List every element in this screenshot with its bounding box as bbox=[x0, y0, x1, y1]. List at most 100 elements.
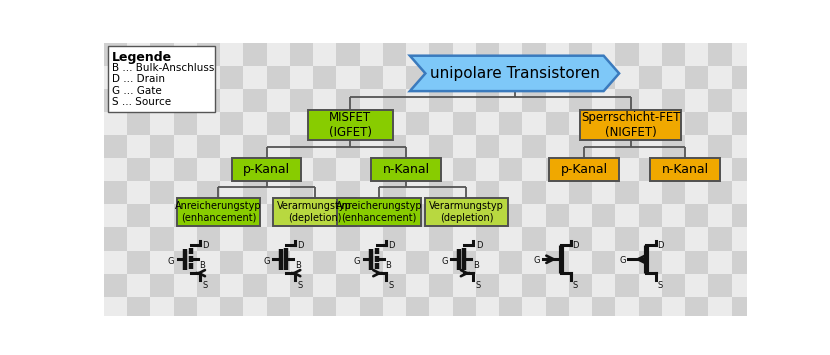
Text: D: D bbox=[297, 241, 304, 250]
Bar bbox=[569, 135, 592, 158]
Text: n-Kanal: n-Kanal bbox=[662, 163, 709, 176]
Bar bbox=[452, 135, 476, 158]
Bar bbox=[150, 158, 173, 181]
Bar bbox=[266, 204, 290, 228]
Bar bbox=[197, 66, 220, 89]
Bar bbox=[452, 297, 476, 320]
Bar bbox=[650, 158, 720, 181]
Bar bbox=[731, 228, 754, 251]
Bar bbox=[336, 297, 359, 320]
Bar bbox=[273, 198, 356, 226]
Bar bbox=[336, 204, 359, 228]
Bar bbox=[731, 274, 754, 297]
Bar bbox=[522, 297, 545, 320]
Bar bbox=[522, 89, 545, 112]
Bar bbox=[708, 112, 731, 135]
Bar bbox=[662, 204, 685, 228]
Bar bbox=[452, 228, 476, 251]
Bar bbox=[429, 158, 452, 181]
Bar bbox=[452, 112, 476, 135]
Bar bbox=[476, 112, 499, 135]
Bar bbox=[429, 135, 452, 158]
Bar bbox=[452, 251, 476, 274]
Text: S: S bbox=[297, 281, 303, 290]
Bar bbox=[336, 251, 359, 274]
Bar bbox=[127, 66, 150, 89]
Bar bbox=[569, 158, 592, 181]
Bar bbox=[336, 43, 359, 66]
Bar bbox=[545, 274, 569, 297]
Bar bbox=[173, 135, 197, 158]
Text: Legende: Legende bbox=[111, 51, 172, 64]
Bar bbox=[173, 181, 197, 204]
Bar bbox=[638, 274, 662, 297]
Bar bbox=[197, 181, 220, 204]
Bar bbox=[592, 297, 615, 320]
Bar bbox=[359, 89, 383, 112]
Bar bbox=[708, 204, 731, 228]
Bar bbox=[662, 181, 685, 204]
Bar bbox=[290, 112, 313, 135]
Bar bbox=[220, 251, 243, 274]
Bar bbox=[266, 251, 290, 274]
Bar bbox=[197, 43, 220, 66]
Bar bbox=[638, 89, 662, 112]
Text: D: D bbox=[476, 241, 482, 250]
Bar bbox=[383, 135, 406, 158]
Bar bbox=[569, 43, 592, 66]
Bar bbox=[662, 43, 685, 66]
Bar bbox=[685, 228, 708, 251]
Bar bbox=[615, 158, 638, 181]
Bar bbox=[336, 181, 359, 204]
Bar bbox=[615, 112, 638, 135]
Bar bbox=[522, 181, 545, 204]
Bar bbox=[425, 198, 508, 226]
Bar bbox=[127, 251, 150, 274]
Bar bbox=[127, 181, 150, 204]
Bar bbox=[452, 66, 476, 89]
Bar bbox=[127, 228, 150, 251]
Bar bbox=[545, 158, 569, 181]
Bar bbox=[290, 43, 313, 66]
Bar bbox=[499, 181, 522, 204]
Bar bbox=[499, 158, 522, 181]
Bar bbox=[406, 228, 429, 251]
Bar bbox=[243, 89, 266, 112]
Bar bbox=[685, 135, 708, 158]
Bar bbox=[429, 228, 452, 251]
Bar bbox=[127, 297, 150, 320]
Bar bbox=[731, 297, 754, 320]
Text: G: G bbox=[263, 257, 270, 266]
Bar bbox=[592, 66, 615, 89]
Bar bbox=[429, 297, 452, 320]
Bar bbox=[452, 204, 476, 228]
Bar bbox=[569, 251, 592, 274]
Text: D: D bbox=[203, 241, 208, 250]
Bar bbox=[545, 297, 569, 320]
Bar bbox=[313, 66, 336, 89]
Bar bbox=[592, 43, 615, 66]
Bar bbox=[685, 204, 708, 228]
Bar bbox=[499, 251, 522, 274]
Bar bbox=[313, 158, 336, 181]
Bar bbox=[476, 228, 499, 251]
Text: D: D bbox=[388, 241, 395, 250]
Bar bbox=[731, 89, 754, 112]
Text: D: D bbox=[572, 241, 579, 250]
Bar bbox=[685, 181, 708, 204]
Bar bbox=[499, 43, 522, 66]
Bar bbox=[685, 112, 708, 135]
Bar bbox=[476, 89, 499, 112]
Bar bbox=[545, 66, 569, 89]
Text: S: S bbox=[572, 281, 578, 290]
Text: B: B bbox=[473, 261, 479, 270]
Bar bbox=[266, 112, 290, 135]
Bar bbox=[522, 158, 545, 181]
Bar bbox=[173, 228, 197, 251]
Bar bbox=[127, 112, 150, 135]
Bar bbox=[150, 181, 173, 204]
Bar bbox=[569, 89, 592, 112]
Bar bbox=[545, 112, 569, 135]
Bar bbox=[731, 66, 754, 89]
Bar bbox=[615, 181, 638, 204]
